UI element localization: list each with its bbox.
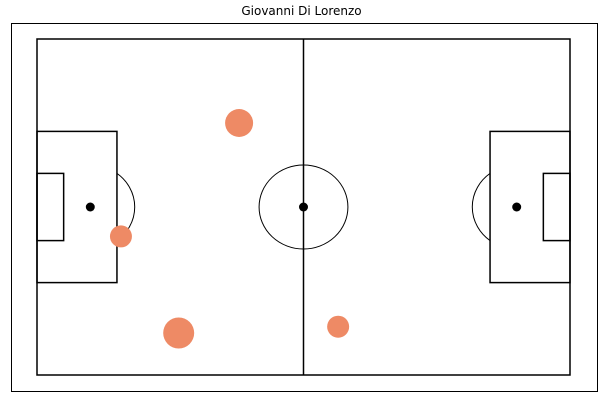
data-point <box>163 317 195 349</box>
left-penalty-spot <box>85 202 95 212</box>
data-point <box>109 225 132 248</box>
right-six-yard-box <box>542 172 571 242</box>
event-points <box>109 109 350 349</box>
left-penalty-area <box>36 130 118 284</box>
right-penalty-arc <box>471 172 491 242</box>
left-six-yard-box <box>36 172 65 242</box>
center-spot <box>299 202 308 212</box>
data-point <box>327 315 350 338</box>
right-penalty-area <box>489 130 571 284</box>
right-penalty-spot <box>512 202 522 212</box>
data-point <box>225 109 254 137</box>
axes-frame <box>11 23 598 392</box>
center-circle <box>258 164 349 250</box>
pitch-lines <box>36 38 571 376</box>
chart-title: Giovanni Di Lorenzo <box>241 4 362 18</box>
